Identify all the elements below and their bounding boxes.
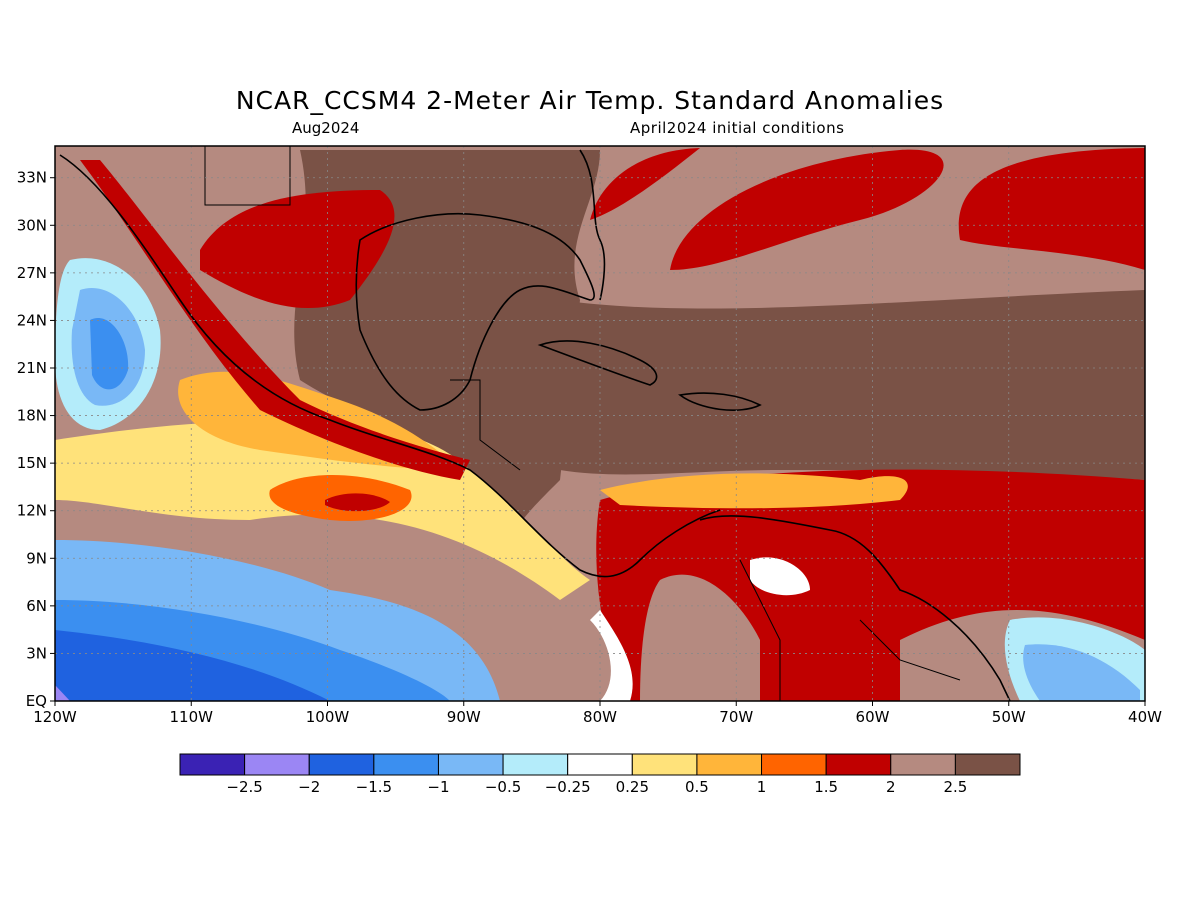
south-america-coastline: [699, 515, 1011, 702]
axis-ticks: [50, 177, 1146, 706]
coastlines: [59, 149, 1011, 702]
cuba-coastline: [537, 340, 658, 386]
lon-tick-label: 50W: [992, 708, 1026, 726]
field-coastal-red: [80, 160, 470, 480]
lat-tick-label: 33N: [17, 169, 47, 187]
field-atlantic-dark: [560, 290, 1145, 480]
gridlines: [55, 146, 1145, 701]
field-red-core: [325, 493, 390, 512]
field-blue-north-core: [90, 318, 129, 390]
lat-axis-labels: EQ 3N 6N 9N 12N 15N 18N 21N 24N 27N 30N 33N: [17, 169, 47, 710]
lat-tick-label: 3N: [26, 644, 47, 662]
lat-tick-label: 6N: [26, 597, 47, 615]
lon-tick-label: 80W: [583, 708, 617, 726]
field-brown-south: [640, 574, 760, 701]
field-purple: [55, 685, 70, 701]
lon-tick-label: 70W: [719, 708, 753, 726]
lat-tick-label: EQ: [26, 692, 47, 710]
colorbar-label: −0.25: [545, 778, 591, 796]
lon-tick-label: 120W: [33, 708, 77, 726]
field-white-coast: [590, 610, 633, 701]
lat-tick-label: 12N: [17, 502, 47, 520]
colorbar-label: 0.5: [685, 778, 709, 796]
field-white-venezuela: [750, 557, 810, 596]
colorbar-swatch: [308, 753, 375, 776]
field-red-mexico: [200, 190, 395, 309]
colorbar-label: 2.5: [943, 778, 967, 796]
gulf-coastline: [355, 212, 595, 411]
border-central-america: [450, 379, 521, 471]
colorbar-swatch: [631, 753, 698, 776]
colorbar-swatch: [954, 753, 1021, 776]
colorbar-label: 1: [757, 778, 767, 796]
hispaniola-coastline: [678, 392, 762, 411]
lat-tick-label: 9N: [26, 549, 47, 567]
colorbar-labels: −2.5 −2 −1.5 −1 −0.5 −0.25 0.25 0.5 1 1.5 2 2.5: [226, 778, 967, 796]
pacific-coastline: [59, 154, 721, 578]
lat-tick-label: 21N: [17, 359, 47, 377]
border-venezuela: [739, 559, 781, 701]
border-us-mexico: [204, 146, 291, 206]
lon-tick-label: 110W: [170, 708, 214, 726]
field-blue-east: [1023, 644, 1140, 701]
field-red-atlantic: [670, 149, 944, 270]
colorbar-label: −1: [427, 778, 449, 796]
lon-tick-label: 90W: [447, 708, 481, 726]
field-red-ne: [590, 148, 700, 220]
colorbar-label: −0.5: [485, 778, 521, 796]
colorbar-swatch: [890, 753, 956, 776]
colorbar-swatch: [437, 753, 504, 776]
colorbar-label: −2.5: [226, 778, 262, 796]
field-caribbean-orange: [600, 473, 908, 509]
lat-tick-label: 15N: [17, 454, 47, 472]
field-red-east: [958, 148, 1145, 270]
lat-tick-label: 30N: [17, 216, 47, 234]
lat-tick-label: 27N: [17, 264, 47, 282]
lon-tick-label: 60W: [856, 708, 890, 726]
colorbar-label: 0.25: [616, 778, 649, 796]
init-conditions-label: April2024 initial conditions: [630, 119, 845, 137]
map-field: [55, 146, 1145, 701]
colorbar-swatch: [244, 753, 310, 776]
border-guianas: [859, 619, 961, 681]
lat-tick-label: 18N: [17, 407, 47, 425]
borders: [204, 146, 961, 701]
lat-tick-label: 24N: [17, 311, 47, 329]
field-blue-deep: [55, 630, 330, 701]
chart-title: NCAR_CCSM4 2-Meter Air Temp. Standard An…: [235, 86, 945, 115]
valid-month-label: Aug2024: [292, 119, 360, 137]
lon-tick-label: 40W: [1128, 708, 1162, 726]
colorbar-swatch: [179, 753, 246, 776]
colorbar-label: 2: [886, 778, 896, 796]
florida-coastline: [579, 149, 606, 301]
lon-axis-labels: 120W 110W 100W 90W 80W 70W 60W 50W 40W: [33, 708, 1162, 726]
colorbar-swatch: [502, 753, 569, 776]
colorbar-label: −2: [298, 778, 320, 796]
colorbar-label: 1.5: [814, 778, 838, 796]
lon-tick-label: 100W: [306, 708, 350, 726]
colorbar-swatch: [761, 753, 827, 776]
colorbar-swatch: [696, 753, 763, 776]
colorbar-swatch: [567, 753, 633, 776]
colorbar-swatch: [373, 753, 439, 776]
colorbar-label: −1.5: [356, 778, 392, 796]
colorbar: [179, 753, 1021, 776]
colorbar-swatch: [825, 753, 892, 776]
